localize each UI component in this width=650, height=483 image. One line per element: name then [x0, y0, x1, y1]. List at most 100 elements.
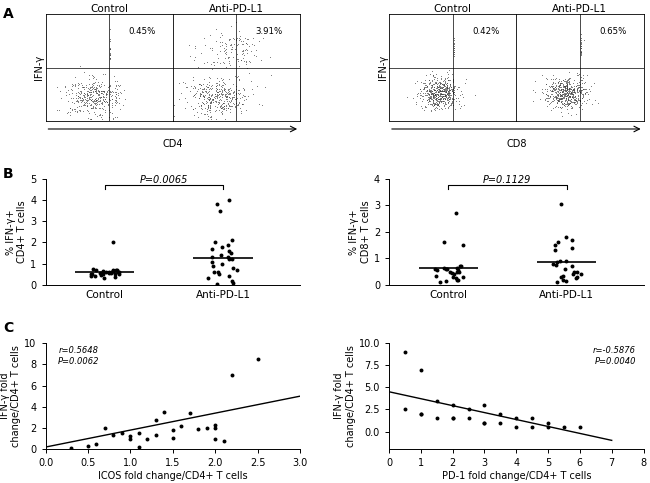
Point — [430, 91, 440, 99]
Point — [560, 87, 571, 95]
Point — [558, 85, 569, 93]
Point — [558, 82, 569, 90]
Point — [114, 95, 124, 102]
Point — [228, 279, 239, 286]
Point — [410, 79, 420, 86]
Point — [420, 84, 430, 91]
Point — [424, 96, 435, 104]
Point — [186, 102, 196, 110]
Point — [98, 88, 109, 96]
Point — [87, 79, 98, 86]
Point — [547, 83, 558, 91]
Point — [551, 95, 561, 103]
Point — [433, 97, 443, 104]
Point — [223, 53, 233, 61]
Point — [554, 97, 564, 105]
Point — [442, 81, 452, 88]
Point — [114, 88, 125, 96]
Point — [111, 94, 122, 101]
Point — [212, 85, 222, 93]
Point — [108, 88, 118, 96]
Point — [109, 115, 119, 123]
Point — [426, 92, 436, 100]
Point — [428, 92, 438, 99]
Point — [560, 90, 570, 98]
Point — [436, 90, 447, 98]
Text: 3.91%: 3.91% — [256, 27, 283, 36]
Point — [63, 86, 73, 94]
Point — [240, 40, 251, 47]
Point — [449, 88, 460, 96]
Point — [427, 83, 437, 91]
Point — [243, 92, 254, 100]
Point — [576, 89, 586, 97]
Point — [202, 94, 213, 102]
Point — [424, 90, 434, 98]
Point — [112, 268, 123, 276]
Point — [576, 44, 586, 52]
Point — [560, 83, 570, 90]
Point — [434, 100, 444, 108]
Point — [216, 77, 227, 85]
Point — [205, 74, 216, 82]
Point — [51, 106, 62, 114]
Point — [452, 264, 462, 271]
Point — [568, 90, 578, 98]
Point — [201, 82, 211, 89]
Point — [421, 103, 431, 111]
Point — [101, 90, 111, 98]
Point — [545, 99, 556, 107]
Point — [134, 429, 144, 437]
Point — [205, 31, 215, 39]
Point — [190, 43, 200, 50]
Point — [560, 85, 570, 93]
Point — [443, 95, 454, 103]
Point — [214, 207, 225, 214]
Point — [214, 270, 224, 278]
Point — [540, 85, 551, 93]
Point — [461, 75, 471, 83]
Point — [421, 91, 431, 99]
Point — [423, 76, 434, 84]
Point — [224, 256, 234, 263]
Point — [198, 91, 208, 99]
Point — [107, 114, 118, 122]
Point — [82, 96, 92, 103]
Point — [450, 97, 461, 105]
Point — [432, 90, 443, 98]
Point — [559, 423, 569, 431]
Point — [569, 96, 579, 104]
Point — [209, 93, 220, 100]
Point — [442, 90, 452, 98]
Point — [563, 89, 573, 97]
Point — [562, 99, 573, 106]
Point — [212, 50, 222, 58]
Point — [96, 94, 107, 101]
Point — [66, 444, 76, 452]
Point — [562, 81, 572, 89]
Point — [103, 100, 113, 108]
Point — [210, 102, 220, 110]
Point — [558, 84, 568, 91]
Point — [428, 85, 438, 93]
Point — [562, 78, 572, 85]
Point — [84, 85, 95, 92]
Point — [112, 91, 123, 99]
Point — [554, 82, 565, 89]
Point — [70, 94, 81, 102]
Point — [548, 97, 558, 105]
Point — [116, 429, 127, 437]
Point — [562, 83, 572, 90]
Point — [214, 95, 225, 103]
Point — [79, 84, 89, 91]
Point — [439, 86, 449, 94]
Point — [86, 90, 97, 98]
Point — [436, 85, 447, 92]
Point — [560, 83, 570, 90]
Point — [432, 76, 442, 84]
Point — [428, 99, 438, 107]
Point — [112, 85, 122, 93]
Point — [557, 90, 567, 98]
Point — [211, 37, 221, 45]
Point — [547, 85, 558, 93]
